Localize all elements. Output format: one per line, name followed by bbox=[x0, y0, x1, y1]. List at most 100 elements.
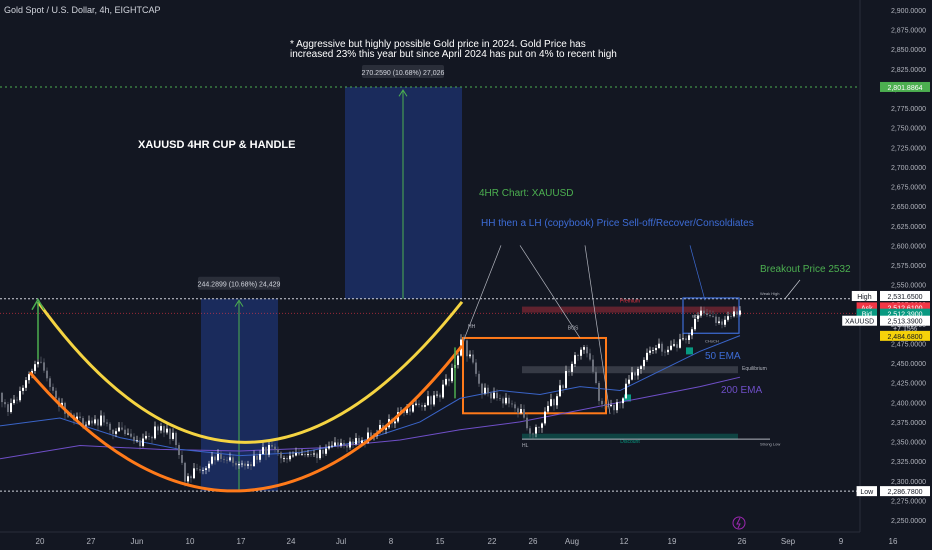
candle-body bbox=[139, 440, 141, 447]
symbol-header[interactable]: Gold Spot / U.S. Dollar, 4h, EIGHTCAP bbox=[4, 5, 161, 15]
candle-body bbox=[97, 419, 99, 426]
price-tag-bg bbox=[880, 330, 930, 341]
x-tick-label: 17 bbox=[237, 537, 246, 546]
candle-body bbox=[736, 311, 738, 315]
candle-body bbox=[37, 361, 39, 365]
candle-body bbox=[469, 354, 471, 357]
candle-body bbox=[79, 416, 81, 419]
candle-body bbox=[265, 447, 267, 455]
equilibrium-zone bbox=[522, 366, 738, 374]
y-tick-label: 2,625.0000 bbox=[891, 224, 926, 231]
measure-arrowhead-right bbox=[398, 89, 408, 97]
x-tick-label: 10 bbox=[186, 537, 195, 546]
candle-body bbox=[220, 454, 222, 459]
candle-body bbox=[337, 442, 339, 446]
candle-body bbox=[34, 364, 36, 371]
candle-body bbox=[496, 392, 498, 399]
candle-body bbox=[82, 418, 84, 426]
candle-body bbox=[295, 453, 297, 456]
candle-body bbox=[106, 422, 108, 424]
candle-body bbox=[607, 405, 609, 407]
candle-body bbox=[202, 469, 204, 471]
candle-body bbox=[76, 416, 78, 421]
candle-body bbox=[301, 453, 303, 455]
candle-body bbox=[151, 436, 153, 439]
candle-body bbox=[724, 319, 726, 325]
candle-body bbox=[277, 449, 279, 453]
candle-body bbox=[673, 344, 675, 346]
y-tick-label: 2,700.0000 bbox=[891, 165, 926, 172]
candle-body bbox=[289, 455, 291, 460]
candle-body bbox=[199, 469, 201, 471]
candle-body bbox=[316, 453, 318, 459]
bos-label-2: BOS bbox=[692, 314, 701, 319]
candle-body bbox=[127, 433, 129, 435]
candle-body bbox=[577, 355, 579, 356]
candle-body bbox=[46, 370, 48, 379]
candle-body bbox=[562, 385, 564, 388]
candle-body bbox=[610, 404, 612, 407]
candle-body bbox=[700, 310, 702, 316]
measure-label-bg-left bbox=[198, 276, 280, 290]
candle-body bbox=[370, 432, 372, 437]
candle-body bbox=[367, 432, 369, 443]
candle-body bbox=[154, 426, 156, 439]
price-tag-label-bg bbox=[842, 315, 877, 326]
candle-body bbox=[190, 476, 192, 479]
candle-body bbox=[427, 396, 429, 406]
candle-body bbox=[409, 408, 411, 412]
candle-body bbox=[274, 446, 276, 450]
x-tick-label: Sep bbox=[781, 537, 796, 546]
candle-body bbox=[523, 409, 525, 418]
candle-body bbox=[424, 405, 426, 407]
candle-body bbox=[667, 349, 669, 353]
candle-body bbox=[352, 441, 354, 445]
candle-body bbox=[40, 361, 42, 363]
candle-body bbox=[217, 454, 219, 461]
x-tick-label: 19 bbox=[668, 537, 677, 546]
price-tag-label-bg bbox=[856, 302, 877, 313]
callout-line-2 bbox=[519, 245, 581, 339]
candle-body bbox=[439, 394, 441, 398]
y-tick-label: 2,775.0000 bbox=[891, 106, 926, 113]
hl-label: HL bbox=[522, 443, 529, 449]
candle-body bbox=[346, 445, 348, 448]
candle-body bbox=[490, 393, 492, 399]
candle-body bbox=[19, 390, 21, 401]
candle-body bbox=[193, 468, 195, 479]
price-tag-value: 2,484.6800 bbox=[887, 334, 922, 341]
measure-label-bg-right bbox=[362, 64, 444, 78]
candle-body bbox=[682, 338, 684, 340]
candle-body bbox=[532, 433, 534, 435]
callout-line-1 bbox=[463, 245, 502, 340]
headline-line-2: increased 23% this year but since April … bbox=[290, 49, 617, 60]
candle-body bbox=[4, 402, 6, 405]
price-tag-bg bbox=[880, 486, 930, 497]
ema-50-line bbox=[0, 335, 741, 457]
x-tick-label: 24 bbox=[287, 537, 296, 546]
candle-body bbox=[232, 457, 234, 463]
candle-body bbox=[481, 383, 483, 394]
price-tag-label: XAUUSD bbox=[845, 319, 874, 326]
x-tick-label: 26 bbox=[529, 537, 538, 546]
candle-body bbox=[631, 372, 633, 380]
candle-body bbox=[709, 315, 711, 317]
candle-body bbox=[643, 359, 645, 367]
price-tag-bg bbox=[880, 81, 930, 92]
candle-body bbox=[292, 455, 294, 457]
candle-body bbox=[595, 371, 597, 384]
candle-body bbox=[535, 427, 537, 434]
candle-body bbox=[361, 440, 363, 444]
candle-body bbox=[508, 397, 510, 404]
candle-body bbox=[679, 339, 681, 348]
candle-body bbox=[730, 316, 732, 317]
ema-200-line bbox=[0, 376, 741, 460]
candle-body bbox=[502, 398, 504, 404]
candle-body bbox=[322, 449, 324, 454]
candle-body bbox=[457, 355, 459, 365]
candle-body bbox=[124, 429, 126, 435]
candle-body bbox=[208, 463, 210, 469]
candle-body bbox=[235, 462, 237, 466]
candle-body bbox=[25, 380, 27, 388]
